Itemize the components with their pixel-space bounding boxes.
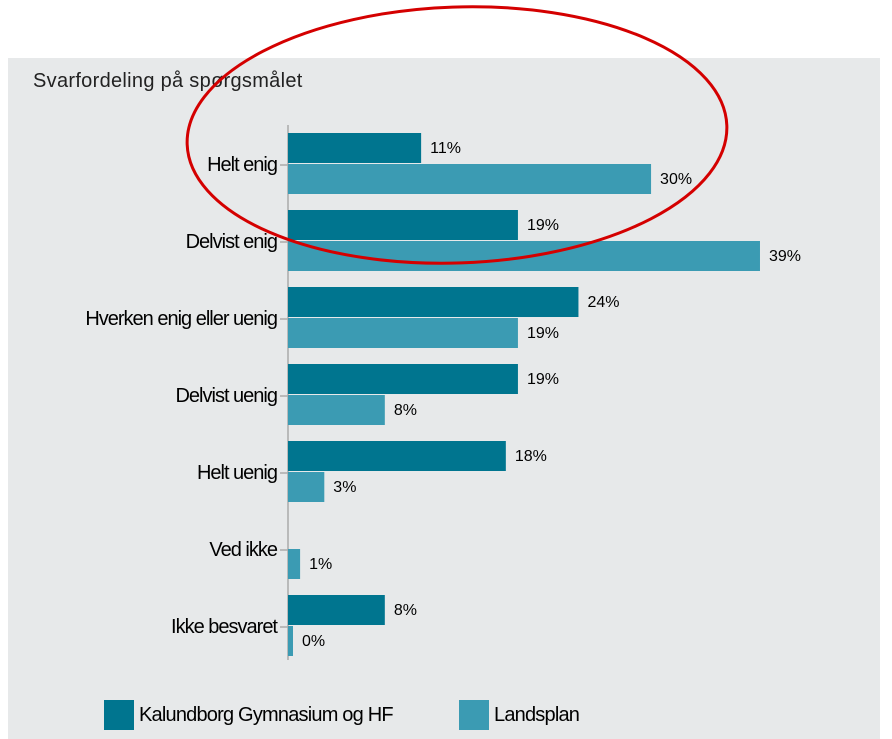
category-label: Helt enig: [207, 154, 278, 176]
category-label: Helt uenig: [196, 462, 278, 484]
value-label: 19%: [527, 217, 559, 234]
bar: [288, 472, 325, 502]
bar: [288, 595, 385, 625]
category-label: Hverken enig eller uenig: [85, 308, 278, 330]
bar: [288, 549, 301, 579]
bar: [288, 364, 518, 394]
bar: [288, 241, 760, 271]
category-label: Delvist enig: [185, 231, 278, 253]
legend-label: Landsplan: [494, 704, 580, 726]
category-label: Ved ikke: [209, 539, 278, 561]
chart-title: Svarfordeling på spørgsmålet: [33, 70, 303, 92]
legend-swatch: [459, 700, 489, 730]
bar: [288, 133, 422, 163]
value-label: 1%: [309, 556, 332, 573]
value-label: 0%: [302, 633, 325, 650]
value-label: 8%: [394, 602, 417, 619]
bar: [288, 287, 579, 317]
legend-label: Kalundborg Gymnasium og HF: [139, 704, 394, 726]
value-label: 19%: [527, 325, 559, 342]
legend-swatch: [104, 700, 134, 730]
value-label: 24%: [587, 294, 619, 311]
bar: [288, 626, 293, 656]
value-label: 18%: [515, 448, 547, 465]
value-label: 19%: [527, 371, 559, 388]
value-label: 3%: [333, 479, 356, 496]
category-label: Delvist uenig: [175, 385, 278, 407]
value-label: 30%: [660, 171, 692, 188]
bar: [288, 441, 506, 471]
category-label: Ikke besvaret: [171, 616, 278, 638]
value-label: 8%: [394, 402, 417, 419]
bar: [288, 164, 652, 194]
bar: [288, 210, 518, 240]
bar: [288, 318, 518, 348]
value-label: 39%: [769, 248, 801, 265]
bar: [288, 395, 385, 425]
value-label: 11%: [430, 140, 461, 157]
